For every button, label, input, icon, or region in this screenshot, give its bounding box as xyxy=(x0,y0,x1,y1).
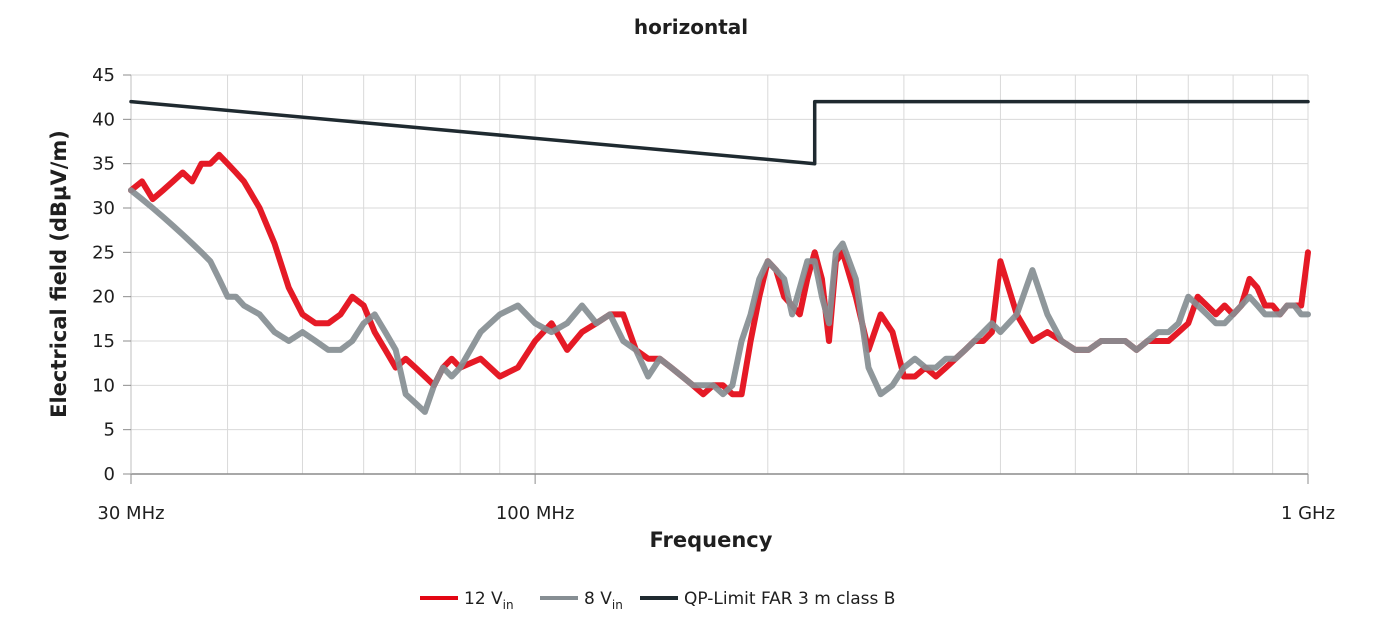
y-tick-label: 30 xyxy=(92,198,115,219)
legend-entry: 8 Vin xyxy=(540,589,623,612)
grid xyxy=(130,74,1309,475)
y-axis-label: Electrical field (dBµV/m) xyxy=(47,130,71,418)
y-tick-label: 10 xyxy=(92,375,115,396)
x-tick-label: 1 GHz xyxy=(1281,503,1335,524)
legend-entry: 12 Vin xyxy=(420,589,514,612)
y-tick-label: 0 xyxy=(104,464,115,485)
legend-label: QP-Limit FAR 3 m class B xyxy=(684,589,895,609)
y-tick-label: 15 xyxy=(92,331,115,352)
y-tick-label: 5 xyxy=(104,420,115,441)
y-tick-label: 35 xyxy=(92,154,115,175)
legend-label: 8 Vin xyxy=(584,589,623,612)
y-tick-label: 25 xyxy=(92,242,115,263)
x-tick-label: 30 MHz xyxy=(97,503,164,524)
series-line-12v xyxy=(128,151,1311,398)
series-layer xyxy=(128,99,1311,415)
series-line-qp-limit xyxy=(129,99,1310,166)
legend-label: 12 Vin xyxy=(464,589,514,612)
y-tick-label: 20 xyxy=(92,287,115,308)
tick-labels: 0 5 10 15 20 25 30 35 40 45 30 MHz 100 MHz 1 GHz xyxy=(92,65,1335,524)
axes xyxy=(123,74,1309,484)
chart-title: horizontal xyxy=(634,15,748,39)
legend-subscript: in xyxy=(612,598,623,612)
legend-entry: QP-Limit FAR 3 m class B xyxy=(640,589,895,609)
y-tick-label: 40 xyxy=(92,109,115,130)
y-tick-label: 45 xyxy=(92,65,115,86)
legend-subscript: in xyxy=(503,598,514,612)
x-axis-label: Frequency xyxy=(650,528,773,552)
legend: 12 Vin 8 Vin QP-Limit FAR 3 m class B xyxy=(420,589,895,612)
series-line-8v xyxy=(128,187,1311,415)
x-tick-label: 100 MHz xyxy=(496,503,575,524)
